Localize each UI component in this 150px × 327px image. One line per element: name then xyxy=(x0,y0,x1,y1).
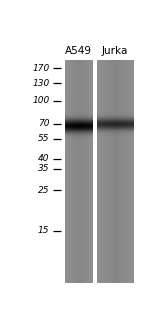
Text: 130: 130 xyxy=(32,79,50,88)
Text: 25: 25 xyxy=(38,186,50,195)
Text: Jurka: Jurka xyxy=(102,45,128,56)
Text: 35: 35 xyxy=(38,164,50,173)
Text: 70: 70 xyxy=(38,119,50,128)
Text: 170: 170 xyxy=(32,64,50,73)
Text: 55: 55 xyxy=(38,134,50,143)
Text: A549: A549 xyxy=(65,45,92,56)
Text: 40: 40 xyxy=(38,154,50,164)
Text: 100: 100 xyxy=(32,96,50,105)
Text: 15: 15 xyxy=(38,226,50,235)
